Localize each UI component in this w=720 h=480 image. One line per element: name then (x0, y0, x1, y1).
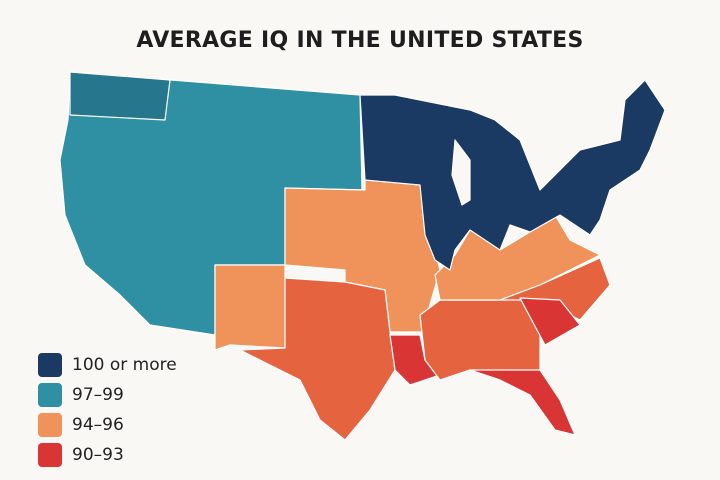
region-texas-oklahoma (239, 277, 396, 441)
legend-swatch (38, 443, 62, 467)
map-title: AVERAGE IQ IN THE UNITED STATES (136, 28, 584, 53)
legend-label: 100 or more (72, 355, 177, 375)
legend-swatch (38, 413, 62, 437)
legend-swatch (38, 383, 62, 407)
legend-item: 97–99 (38, 380, 177, 410)
legend-item: 100 or more (38, 350, 177, 380)
legend-label: 90–93 (72, 445, 124, 465)
legend: 100 or more 97–99 94–96 90–93 (38, 350, 177, 470)
region-north (359, 79, 666, 271)
region-florida (469, 369, 576, 436)
region-south-carolina (519, 297, 581, 346)
legend-label: 94–96 (72, 415, 124, 435)
region-new-mexico (214, 264, 286, 351)
legend-item: 94–96 (38, 410, 177, 440)
legend-swatch (38, 353, 62, 377)
legend-label: 97–99 (72, 385, 124, 405)
lake-michigan (451, 139, 471, 206)
region-washington (69, 71, 171, 121)
region-southeast (419, 297, 541, 381)
legend-item: 90–93 (38, 440, 177, 470)
